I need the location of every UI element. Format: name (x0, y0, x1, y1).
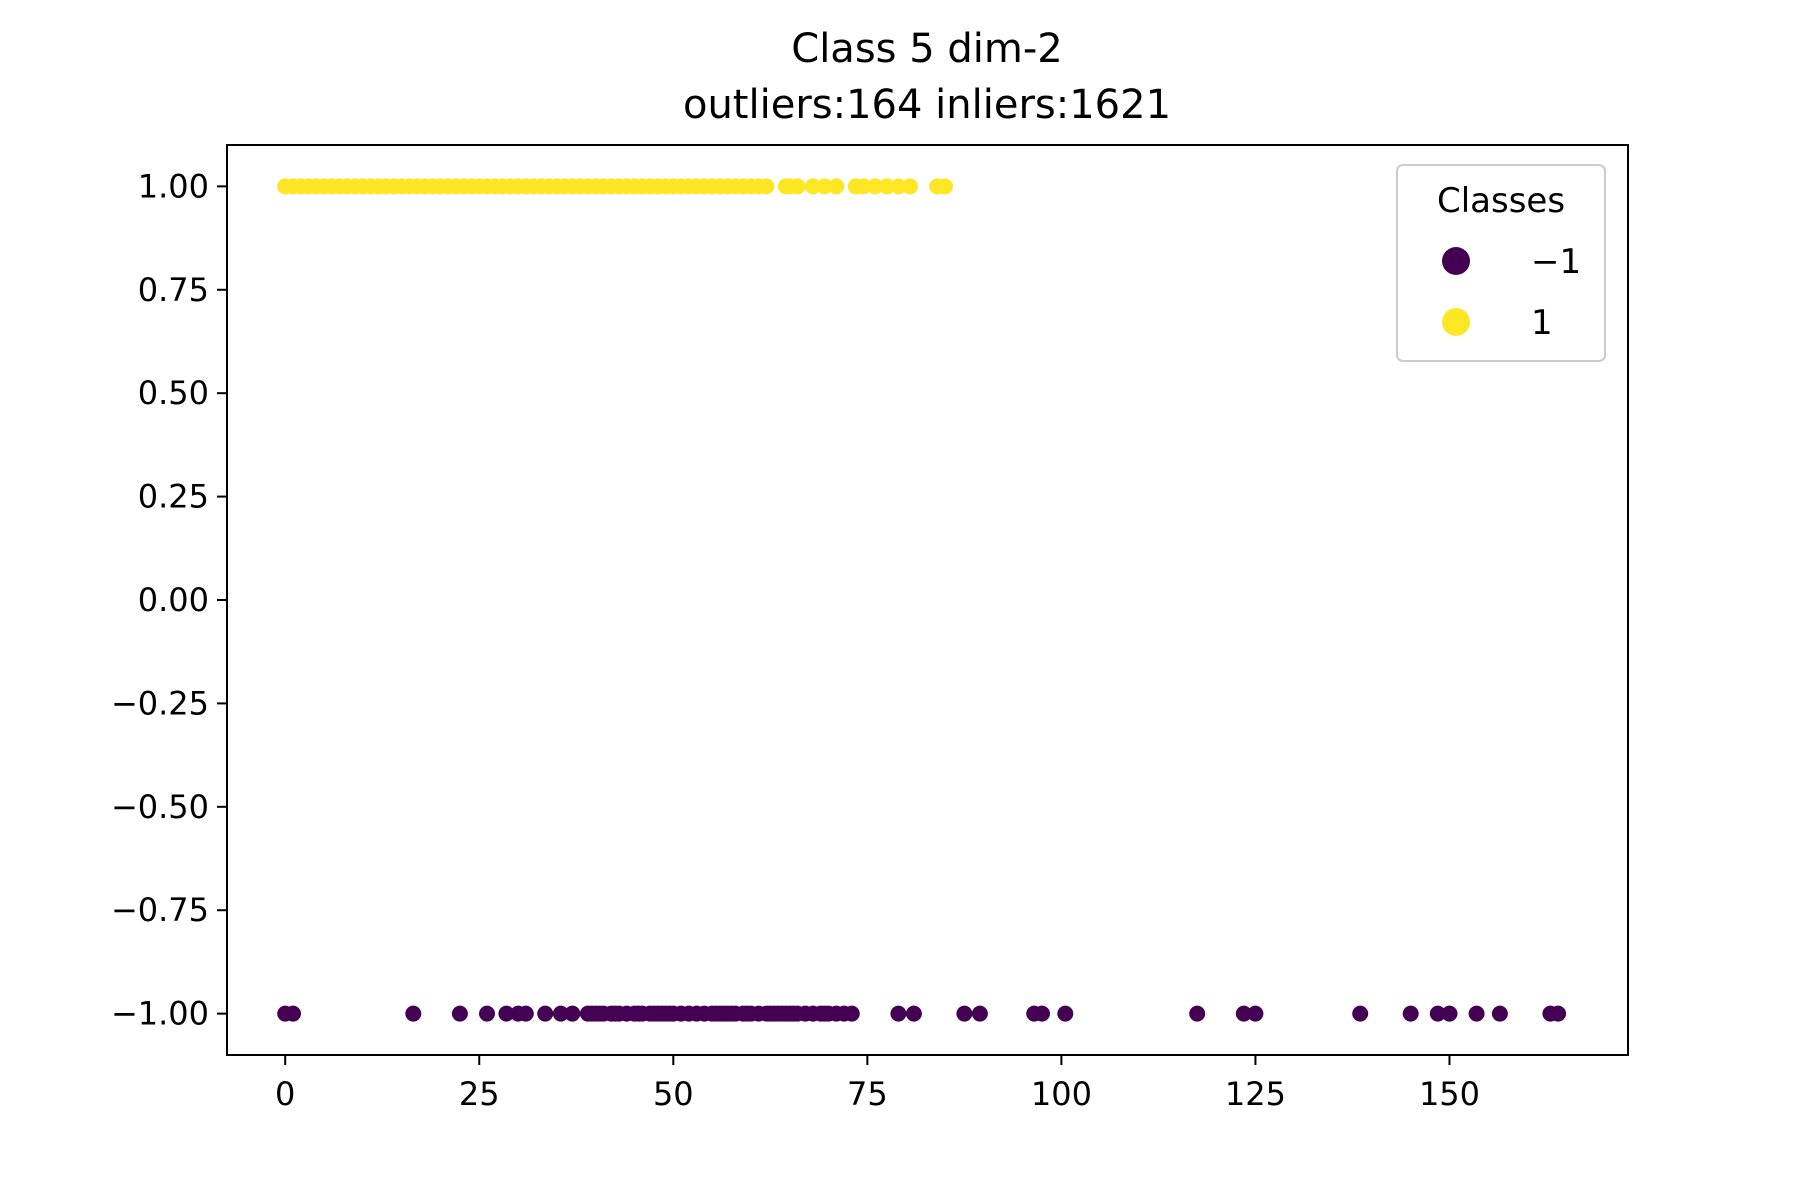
data-point-series-1-65 (789, 178, 806, 195)
legend-label-neg1: −1 (1531, 242, 1581, 282)
data-point-series-1-76 (937, 178, 953, 195)
y-tick-label: 0.25 (138, 478, 209, 516)
x-tick-label: 100 (1031, 1075, 1092, 1113)
data-point-series-0-77 (1491, 1005, 1508, 1022)
data-point-series-0-69 (1189, 1005, 1206, 1022)
data-point-series-0-65 (971, 1005, 988, 1022)
x-tick-label: 25 (459, 1075, 500, 1113)
y-tick-label: 0.75 (138, 271, 209, 309)
data-point-series-0-67 (1034, 1005, 1050, 1022)
data-point-series-1-66 (805, 178, 821, 195)
data-point-series-0-9 (552, 1005, 569, 1022)
data-point-series-1-74 (902, 178, 918, 195)
data-point-series-0-10 (564, 1005, 581, 1022)
data-point-series-1-68 (828, 178, 845, 195)
data-point-series-0-75 (1441, 1005, 1458, 1022)
legend-marker-1 (1442, 308, 1470, 336)
data-point-series-0-2 (405, 1005, 422, 1022)
y-tick-label: −0.25 (111, 684, 209, 722)
data-point-series-0-5 (498, 1005, 515, 1022)
data-point-series-0-71 (1247, 1005, 1264, 1022)
y-tick-label: 0.50 (138, 374, 209, 412)
data-point-series-0-79 (1550, 1005, 1567, 1022)
data-point-series-0-8 (537, 1005, 554, 1022)
data-point-series-0-62 (890, 1005, 907, 1022)
x-tick-label: 75 (847, 1075, 888, 1113)
chart-subtitle: outliers:164 inliers:1621 (683, 82, 1171, 128)
data-point-series-0-4 (479, 1005, 495, 1022)
legend-label-1: 1 (1531, 303, 1553, 343)
legend-title: Classes (1437, 181, 1565, 221)
data-point-series-1-67 (816, 178, 833, 195)
data-point-series-0-64 (956, 1005, 973, 1022)
data-point-series-0-61 (843, 1005, 860, 1022)
y-tick-label: 0.00 (138, 581, 209, 619)
data-point-series-1-70 (855, 178, 872, 195)
data-point-series-0-3 (451, 1005, 468, 1022)
plot-frame (226, 144, 1629, 1056)
y-tick-label: −0.50 (111, 788, 209, 826)
data-point-series-0-76 (1468, 1005, 1485, 1022)
data-point-series-1-73 (890, 178, 907, 195)
data-point-series-0-68 (1057, 1005, 1074, 1022)
x-tick-label: 125 (1225, 1075, 1286, 1113)
x-tick-label: 50 (653, 1075, 694, 1113)
data-points (277, 178, 1567, 1022)
data-point-series-0-70 (1235, 1005, 1252, 1022)
y-axis: 1.00 0.75 0.50 0.25 0.00 −0.25 −0.50 −0.75 −1.00 (111, 167, 227, 1033)
legend: Classes −1 1 (1396, 164, 1606, 362)
y-tick-label: −1.00 (111, 995, 209, 1033)
legend-marker-neg1 (1442, 247, 1470, 275)
x-axis: 0 25 50 75 100 125 150 (275, 1055, 1480, 1113)
x-tick-label: 0 (275, 1075, 295, 1113)
chart-title: Class 5 dim-2 (791, 26, 1062, 72)
data-point-series-0-63 (905, 1005, 922, 1022)
data-point-series-1-72 (878, 178, 895, 195)
data-point-series-0-73 (1402, 1005, 1419, 1022)
data-point-series-1-62 (758, 178, 775, 195)
data-point-series-0-74 (1429, 1005, 1446, 1022)
x-tick-label: 150 (1419, 1075, 1480, 1113)
data-point-series-0-1 (285, 1005, 301, 1022)
y-tick-label: 1.00 (138, 167, 209, 205)
data-point-series-0-72 (1352, 1005, 1369, 1022)
y-tick-label: −0.75 (111, 891, 209, 929)
data-point-series-0-7 (517, 1005, 534, 1022)
data-point-series-1-71 (867, 178, 884, 195)
